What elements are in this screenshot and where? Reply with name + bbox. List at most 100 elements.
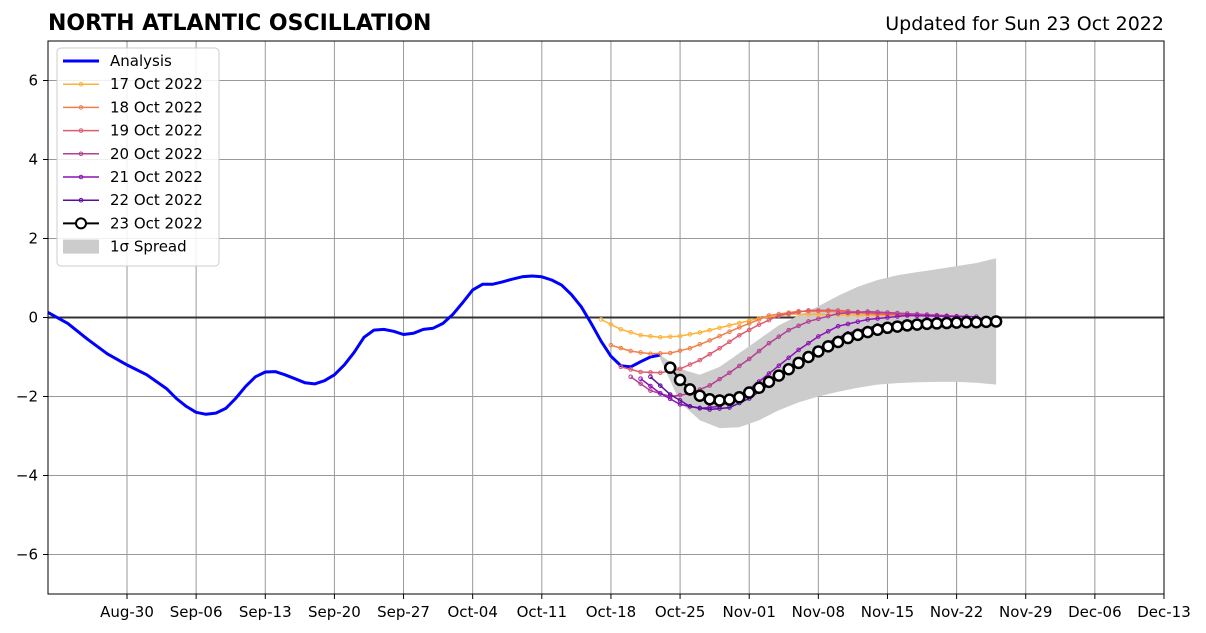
x-tick-label: Oct-04 xyxy=(447,603,497,621)
forecast-point xyxy=(881,321,894,335)
legend-marker-forecast xyxy=(78,81,84,87)
legend-label-analysis: Analysis xyxy=(110,52,172,70)
legend: Analysis 17 Oct 2022 18 Oct 2022 19 Oct 202… xyxy=(56,47,220,267)
forecast-point xyxy=(727,329,732,335)
forecast-point xyxy=(825,313,831,319)
forecast-point xyxy=(989,315,1003,328)
forecast-point xyxy=(742,386,756,399)
forecast-point xyxy=(628,330,633,335)
forecast-point xyxy=(663,361,677,374)
x-tick-label: Oct-11 xyxy=(517,603,567,621)
forecast-point xyxy=(875,309,880,315)
forecast-point xyxy=(683,383,697,396)
legend-label-forecast: 17 Oct 2022 xyxy=(110,75,203,93)
forecast-point xyxy=(782,362,795,376)
y-tick-label: −4 xyxy=(16,467,38,485)
forecast-point xyxy=(697,357,703,363)
forecast-point xyxy=(723,393,736,406)
forecast-point xyxy=(940,316,953,330)
forecast-point xyxy=(658,370,663,376)
forecast-point xyxy=(667,396,673,402)
forecast-point xyxy=(776,313,782,318)
forecast-point xyxy=(792,356,805,370)
legend-label-forecast: 18 Oct 2022 xyxy=(110,98,203,116)
forecast-point xyxy=(687,331,693,337)
forecast-point xyxy=(772,369,786,382)
forecast-point xyxy=(796,323,801,329)
forecast-series-layer xyxy=(598,308,1003,412)
forecast-point xyxy=(851,328,865,342)
x-tick-label: Dec-06 xyxy=(1068,603,1122,621)
forecast-point xyxy=(845,310,851,316)
forecast-point xyxy=(697,342,703,347)
forecast-point xyxy=(737,332,742,338)
forecast-point xyxy=(746,356,752,362)
forecast-point xyxy=(737,325,742,330)
forecast-point xyxy=(845,321,851,327)
forecast-point xyxy=(816,334,821,339)
chart-subtitle: Updated for Sun 23 Oct 2022 xyxy=(885,13,1164,35)
forecast-point xyxy=(618,327,624,332)
legend-label-forecast: 19 Oct 2022 xyxy=(110,122,203,140)
forecast-point xyxy=(727,323,732,328)
x-tick-label: Nov-22 xyxy=(930,603,983,621)
forecast-point xyxy=(825,308,831,313)
forecast-point xyxy=(766,317,772,323)
y-tick-label: 4 xyxy=(28,151,38,169)
forecast-point xyxy=(914,313,920,318)
forecast-point xyxy=(766,313,772,318)
forecast-point xyxy=(875,316,880,321)
x-tick-label: Nov-08 xyxy=(792,603,845,621)
forecast-point xyxy=(855,319,861,325)
forecast-point xyxy=(658,383,663,388)
forecast-point xyxy=(746,321,752,326)
forecast-point xyxy=(628,348,633,354)
x-tick-label: Nov-15 xyxy=(861,603,914,621)
forecast-point xyxy=(648,370,653,375)
legend-swatch-spread xyxy=(63,239,99,254)
forecast-point xyxy=(648,388,653,393)
forecast-point xyxy=(677,333,683,339)
forecast-point xyxy=(677,398,683,403)
forecast-point xyxy=(717,406,722,411)
forecast-point xyxy=(786,327,792,333)
forecast-point xyxy=(687,346,693,351)
chart-title: NORTH ATLANTIC OSCILLATION xyxy=(48,11,431,36)
forecast-point xyxy=(727,370,732,376)
forecast-point xyxy=(638,369,643,375)
forecast-point xyxy=(746,318,752,323)
forecast-point xyxy=(693,389,707,402)
forecast-point xyxy=(697,330,703,335)
forecast-point xyxy=(816,316,821,322)
y-tick-label: 0 xyxy=(28,309,38,327)
legend-marker-forecast xyxy=(78,128,84,133)
forecast-point xyxy=(796,309,801,315)
analysis-line xyxy=(47,274,661,416)
forecast-point xyxy=(841,331,855,345)
forecast-point xyxy=(835,311,841,316)
forecast-point xyxy=(648,333,653,339)
forecast-point xyxy=(806,340,811,346)
y-axis: 6 4 2 0 −2 −4 −6 xyxy=(16,72,48,564)
forecast-point xyxy=(713,394,726,407)
forecast-point xyxy=(766,340,772,346)
forecast-point xyxy=(737,320,742,326)
forecast-point xyxy=(752,381,766,395)
forecast-point xyxy=(673,373,687,387)
forecast-point xyxy=(608,342,614,348)
forecast-point xyxy=(900,319,914,332)
forecast-line xyxy=(620,309,957,374)
forecast-point xyxy=(658,351,663,356)
forecast-point xyxy=(638,381,643,386)
forecast-point xyxy=(895,314,900,319)
forecast-point xyxy=(812,345,825,358)
forecast-point xyxy=(930,317,944,330)
forecast-point xyxy=(766,371,772,376)
forecast-point xyxy=(733,391,746,404)
forecast-point xyxy=(855,309,861,315)
legend-marker-forecast xyxy=(78,197,84,203)
x-axis: Aug-30 Sep-06 Sep-13 Sep-20 Sep-27 Oct-04 Oct-… xyxy=(100,594,1191,621)
legend-label-forecast: 20 Oct 2022 xyxy=(110,145,203,163)
legend-label-forecast: 23 Oct 2022 xyxy=(110,214,203,232)
